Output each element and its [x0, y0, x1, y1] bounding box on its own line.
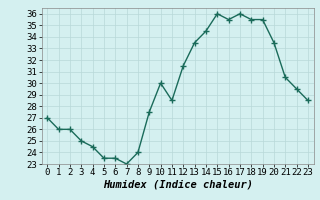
X-axis label: Humidex (Indice chaleur): Humidex (Indice chaleur) [103, 180, 252, 190]
